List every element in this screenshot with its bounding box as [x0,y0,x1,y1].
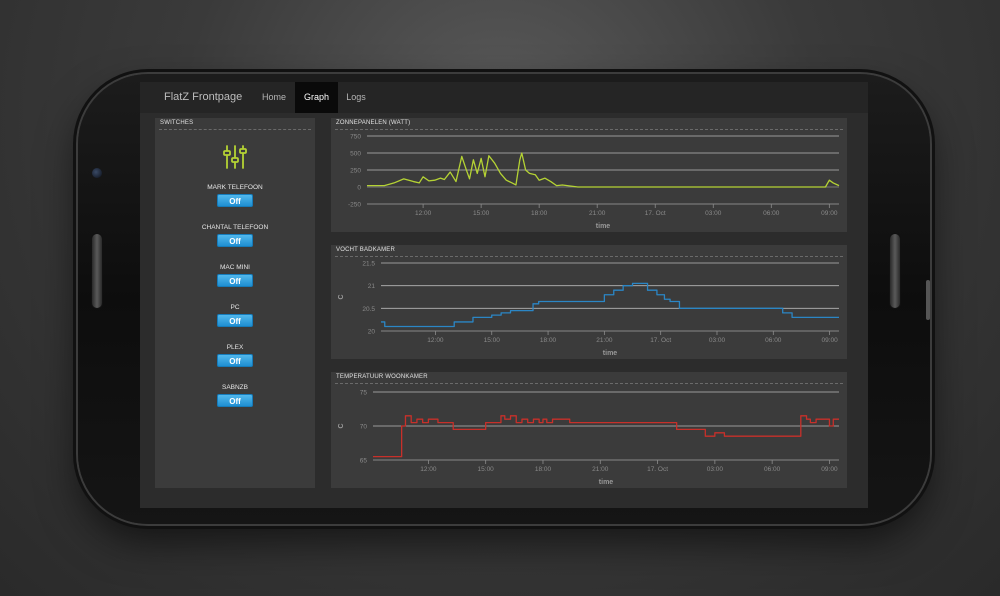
switches-title: SWITCHES [160,120,194,126]
y-tick-label: 21 [368,283,376,290]
chart-humidity: 21.5 21 20.5 20 12:00 15:00 18:00 21:00 17. Oct 0… [338,261,839,357]
divider [159,129,311,130]
x-tick-label: 09:00 [821,466,838,473]
x-tick-label: 09:00 [821,337,838,344]
switch-toggle-button[interactable]: Off [217,354,253,367]
x-tick-label: 03:00 [707,466,724,473]
navbar: FlatZ Frontpage Home Graph Logs [140,82,868,113]
left-side-button [92,234,102,308]
x-tick-label: 18:00 [540,337,557,344]
switch-toggle-button[interactable]: Off [217,274,253,287]
x-tick-label: 06:00 [764,466,781,473]
switch-label: CHANTAL TELEFOON [201,224,269,231]
x-tick-label: 21:00 [592,466,609,473]
x-tick-label: 03:00 [705,210,722,217]
divider [335,256,843,257]
divider [335,129,843,130]
x-tick-label: 06:00 [765,337,782,344]
y-tick-label: 750 [350,134,361,141]
y-tick-label: 70 [360,424,368,431]
x-tick-label: 03:00 [709,337,726,344]
divider [335,383,843,384]
switch-toggle-button[interactable]: Off [217,234,253,247]
y-tick-label: 65 [360,458,368,465]
y-axis-title: C [338,294,345,299]
screen: FlatZ Frontpage Home Graph Logs SWITCHES… [140,82,868,508]
switch-toggle-button[interactable]: Off [217,394,253,407]
chart-temperature-title: TEMPERATUUR WOONKAMER [336,374,428,380]
series-line [367,152,840,188]
y-tick-label: 500 [350,151,361,158]
switch-label: MARK TELEFOON [207,184,263,191]
power-button-top [460,70,504,74]
y-tick-label: -250 [348,202,361,209]
x-tick-label: 18:00 [535,466,552,473]
sliders-icon [223,145,247,169]
switch-label: SABNZB [221,384,248,391]
phone-edge-button [926,280,930,320]
y-tick-label: 75 [360,390,368,397]
series-line [381,282,839,328]
x-tick-label: 12:00 [427,337,444,344]
y-tick-label: 250 [350,168,361,175]
x-tick-label: 15:00 [484,337,501,344]
chart-solar: 750 500 250 0 -250 12:00 15:00 18:00 21:00 17. Oc… [348,134,840,230]
x-tick-label: 06:00 [763,210,780,217]
chart-solar-panel: ZONNEPANELEN (WATT) 750 500 250 0 -250 12:00 1… [331,118,847,232]
x-tick-label: 17. Oct [645,210,666,217]
y-tick-label: 20 [368,329,376,336]
switch-label: PLEX [226,344,244,351]
chart-temperature: 75 70 65 12:00 15:00 18:00 21:00 17. Oct 03:00 06… [338,390,839,486]
x-tick-label: 15:00 [478,466,495,473]
x-tick-label: 21:00 [589,210,606,217]
switches-panel: SWITCHES MARK TELEFOON Off CHANTAL TELEFOO… [155,118,315,488]
x-tick-label: 15:00 [473,210,490,217]
camera-icon [92,168,102,178]
volume-button-top [355,70,399,74]
x-axis-title: time [599,479,614,486]
chart-humidity-panel: VOCHT BADKAMER 21.5 21 20.5 20 12:00 15:00 18:… [331,245,847,359]
x-axis-title: time [596,223,611,230]
x-tick-label: 12:00 [415,210,432,217]
x-axis-title: time [603,350,618,357]
x-tick-label: 21:00 [596,337,613,344]
y-tick-label: 20.5 [362,306,375,313]
switch-label: MAC MINI [220,264,250,271]
x-tick-label: 18:00 [531,210,548,217]
chart-humidity-title: VOCHT BADKAMER [336,247,396,253]
x-tick-label: 09:00 [821,210,838,217]
x-tick-label: 12:00 [420,466,437,473]
x-tick-label: 17. Oct [647,466,668,473]
switch-toggle-button[interactable]: Off [217,314,253,327]
nav-home[interactable]: Home [261,92,286,102]
chart-temperature-panel: TEMPERATUUR WOONKAMER 75 70 65 12:00 15:00 18… [331,372,847,488]
y-tick-label: 0 [357,185,361,192]
right-side-button [890,234,900,308]
switch-label: PC [230,304,240,311]
nav-graph[interactable]: Graph [295,82,338,113]
series-line [373,415,839,458]
chart-solar-title: ZONNEPANELEN (WATT) [336,120,411,126]
y-axis-title: C [338,423,345,428]
switch-toggle-button[interactable]: Off [217,194,253,207]
brand-title[interactable]: FlatZ Frontpage [164,91,243,103]
y-tick-label: 21.5 [362,261,375,268]
x-tick-label: 17. Oct [650,337,671,344]
nav-logs[interactable]: Logs [346,92,366,102]
